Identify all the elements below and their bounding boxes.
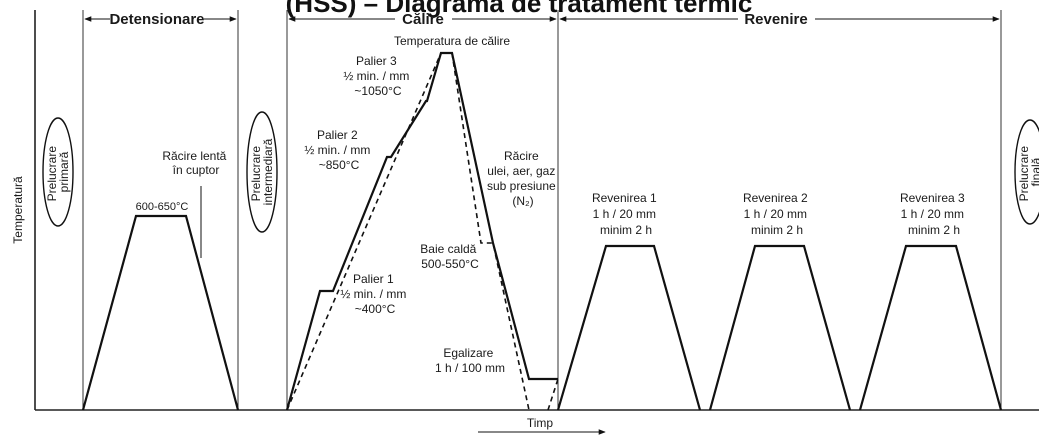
prelucrare-primara: Prelucrare primară <box>42 117 74 227</box>
baie-calda-label: Baie caldă 500-550°C <box>420 242 479 271</box>
phase-dividers <box>82 10 1002 410</box>
prelucrare-finala-line2: finală <box>1029 157 1039 186</box>
svg-text:Prelucrare finală: Prelucrare finală <box>1017 143 1039 202</box>
calire-curve <box>285 51 558 411</box>
prelucrare-primara-line1: Prelucrare <box>45 146 59 202</box>
palier2-label: Palier 2 ½ min. / mm ~850°C <box>304 128 373 172</box>
racire-label: Răcire ulei, aer, gaz sub presiune (N₂) <box>487 149 559 208</box>
revenirea1-label: Revenirea 1 1 h / 20 mm minim 2 h <box>592 191 660 237</box>
prelucrare-intermediara: Prelucrare intermediară <box>246 111 278 233</box>
temperatura-calire-label: Temperatura de călire <box>394 34 510 48</box>
stage-revenire-header: Revenire <box>559 11 1000 28</box>
palier1-label: Palier 1 ½ min. / mm ~400°C <box>340 272 409 316</box>
prelucrare-finala-line1: Prelucrare <box>1017 146 1031 202</box>
stage-label-detensionare: Detensionare <box>109 11 204 28</box>
egalizare-dashed-curve <box>547 378 559 411</box>
svg-text:Prelucrare intermediară: Prelucrare intermediară <box>249 138 275 205</box>
revenirea3-curve <box>858 244 1003 411</box>
calire-dashed-curve <box>286 52 442 411</box>
revenirea2-curve <box>708 244 852 411</box>
detensionare-curve <box>81 214 240 411</box>
stage-calire-header: Călire <box>288 11 557 28</box>
detensionare-temp-label: 600-650°C <box>136 201 189 213</box>
prelucrare-finala: Prelucrare finală <box>1014 119 1039 225</box>
revenirea3-label: Revenirea 3 1 h / 20 mm minim 2 h <box>900 191 968 237</box>
prelucrare-intermediara-line1: Prelucrare <box>249 146 263 202</box>
svg-text:Prelucrare primară: Prelucrare primară <box>45 143 71 202</box>
prelucrare-primara-line2: primară <box>57 151 71 192</box>
stage-label-revenire: Revenire <box>744 11 807 28</box>
palier3-label: Palier 3 ½ min. / mm ~1050°C <box>343 54 412 98</box>
egalizare-label: Egalizare 1 h / 100 mm <box>435 346 505 375</box>
stage-detensionare-header: Detensionare <box>84 11 237 28</box>
baie-calda-dashed-curve <box>451 52 530 411</box>
y-axis-label: Temperatură <box>11 176 25 244</box>
x-axis-label: Timp <box>527 416 554 430</box>
racire-lenta-label: Răcire lentă în cuptor <box>162 149 229 177</box>
stage-label-calire: Călire <box>402 11 444 28</box>
diagram-title: (HSS) – Diagrama de tratament termic <box>286 0 753 18</box>
revenirea2-label: Revenirea 2 1 h / 20 mm minim 2 h <box>743 191 811 237</box>
revenirea1-curve <box>556 244 702 411</box>
prelucrare-intermediara-line2: intermediară <box>261 138 275 205</box>
